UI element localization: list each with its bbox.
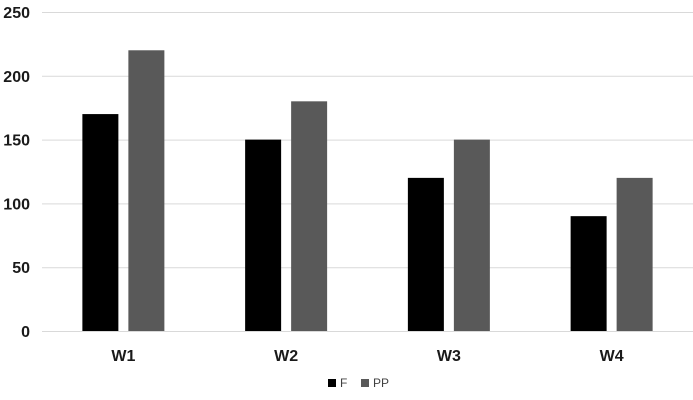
bar-pp-w1 <box>128 50 165 331</box>
legend-swatch-pp <box>361 379 369 387</box>
x-tick-label: W1 <box>111 348 135 365</box>
x-tick-label: W4 <box>600 348 624 365</box>
bars <box>82 50 653 331</box>
legend-label-pp: PP <box>373 376 389 390</box>
bar-f-w3 <box>407 177 444 331</box>
legend-label-f: F <box>340 376 347 390</box>
bar-pp-w4 <box>616 177 653 331</box>
y-tick-label: 100 <box>3 196 30 213</box>
y-tick-label: 0 <box>21 324 30 341</box>
legend-swatch-f <box>328 379 336 387</box>
y-tick-label: 250 <box>3 5 30 22</box>
bar-pp-w2 <box>291 101 328 331</box>
bar-f-w1 <box>82 114 119 331</box>
x-tick-label: W2 <box>274 348 298 365</box>
x-axis-ticks: W1 W2 W3 W4 <box>111 348 623 365</box>
y-tick-label: 50 <box>12 260 30 277</box>
x-tick-label: W3 <box>437 348 461 365</box>
bar-f-w4 <box>570 216 607 331</box>
y-axis-ticks: 0 50 100 150 200 250 <box>3 5 30 341</box>
y-tick-label: 200 <box>3 69 30 86</box>
bar-f-w2 <box>245 139 282 331</box>
legend: F PP <box>328 376 389 390</box>
y-tick-label: 150 <box>3 133 30 150</box>
bar-pp-w3 <box>453 139 490 331</box>
